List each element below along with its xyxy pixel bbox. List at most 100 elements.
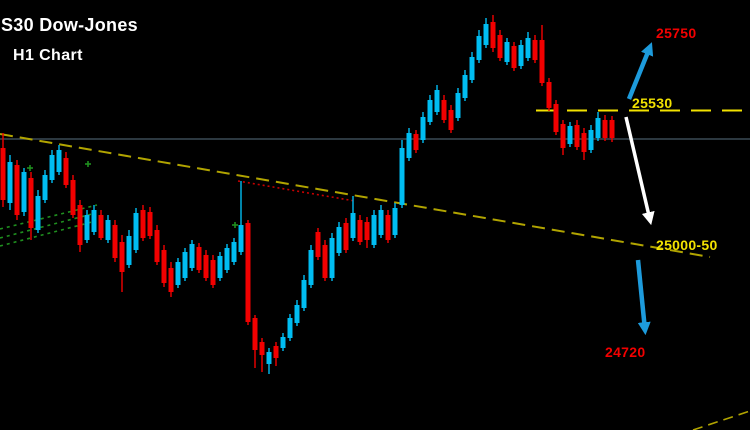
candle — [553, 100, 559, 135]
fan-line-2[interactable] — [0, 213, 93, 239]
candle — [182, 248, 188, 281]
candles-layer — [0, 15, 615, 374]
candle — [42, 170, 48, 203]
candle — [476, 30, 482, 63]
candle — [28, 172, 34, 240]
fan-line-1[interactable] — [0, 204, 98, 230]
candle — [385, 210, 391, 243]
green-cross-marker — [27, 165, 33, 171]
candle — [567, 122, 573, 147]
candle — [112, 220, 118, 262]
timeframe-title: H1 Chart — [13, 47, 83, 64]
candle — [91, 205, 97, 235]
rising-support-segment[interactable] — [692, 410, 750, 430]
candle — [196, 243, 202, 273]
candle — [259, 338, 265, 372]
candle — [175, 258, 181, 288]
candle — [420, 112, 426, 143]
candle — [266, 348, 272, 374]
candle — [224, 244, 230, 273]
candle — [245, 220, 251, 325]
candle — [413, 130, 419, 153]
candle — [56, 145, 62, 175]
candle — [301, 275, 307, 311]
support-zone-label[interactable]: 25000-50 — [656, 237, 718, 253]
target-upper-label[interactable]: 25750 — [656, 25, 696, 41]
candle — [119, 235, 125, 292]
candle — [161, 245, 167, 287]
candle — [273, 342, 279, 366]
candle — [483, 18, 489, 48]
candle — [294, 300, 300, 326]
candle — [399, 140, 405, 208]
green-cross-marker — [85, 161, 91, 167]
candle — [525, 32, 531, 61]
candle — [357, 215, 363, 245]
candle — [371, 210, 377, 248]
candle — [574, 120, 580, 150]
candle — [231, 238, 237, 265]
candle — [21, 168, 27, 216]
candle — [518, 40, 524, 69]
candle — [154, 225, 160, 265]
candle — [329, 233, 335, 281]
candle — [560, 120, 566, 155]
price-labels-layer: 25750 25530 25000-50 24720 — [605, 25, 718, 360]
candle — [581, 128, 587, 160]
candle — [511, 42, 517, 71]
candle — [441, 95, 447, 123]
candle — [504, 38, 510, 65]
candle — [455, 88, 461, 121]
candle — [532, 35, 538, 63]
candle — [336, 222, 342, 256]
candle — [364, 217, 370, 248]
candle — [252, 315, 258, 368]
candle — [462, 70, 468, 101]
candle — [168, 262, 174, 297]
markers-layer — [27, 161, 238, 228]
candle — [238, 181, 244, 255]
target-lower-label[interactable]: 24720 — [605, 344, 645, 360]
bearish-path-arrow-icon[interactable] — [624, 116, 655, 226]
candle — [0, 133, 6, 207]
candle — [427, 95, 433, 125]
candle — [322, 240, 328, 281]
candle — [602, 115, 608, 141]
candle — [98, 210, 104, 240]
candle — [14, 160, 20, 220]
descending-trendline[interactable] — [0, 133, 711, 258]
candle — [378, 205, 384, 238]
candle — [497, 30, 503, 61]
green-cross-marker — [232, 222, 238, 228]
candle — [217, 252, 223, 281]
candle — [448, 105, 454, 133]
candle — [539, 25, 545, 86]
candle — [392, 203, 398, 238]
bearish-target-arrow-icon[interactable] — [635, 259, 651, 336]
fan-line-3[interactable] — [0, 221, 93, 247]
old-red-trendline[interactable] — [237, 180, 356, 202]
symbol-title: S30 Dow-Jones — [1, 15, 138, 35]
candle — [49, 150, 55, 183]
candle — [287, 314, 293, 341]
candle — [63, 152, 69, 188]
resistance-label[interactable]: 25530 — [632, 95, 672, 111]
candle — [133, 208, 139, 253]
candle — [126, 230, 132, 268]
candle — [308, 245, 314, 288]
candle — [280, 333, 286, 351]
candle — [469, 52, 475, 83]
candle — [84, 210, 90, 243]
candle — [7, 155, 13, 210]
candle — [595, 112, 601, 141]
candle — [490, 15, 496, 52]
candle — [609, 116, 615, 142]
candle — [105, 215, 111, 243]
candle — [203, 250, 209, 281]
candle — [588, 125, 594, 153]
candle — [350, 196, 356, 241]
candle — [315, 228, 321, 260]
bullish-target-arrow-icon[interactable] — [626, 42, 654, 100]
candle — [546, 78, 552, 111]
